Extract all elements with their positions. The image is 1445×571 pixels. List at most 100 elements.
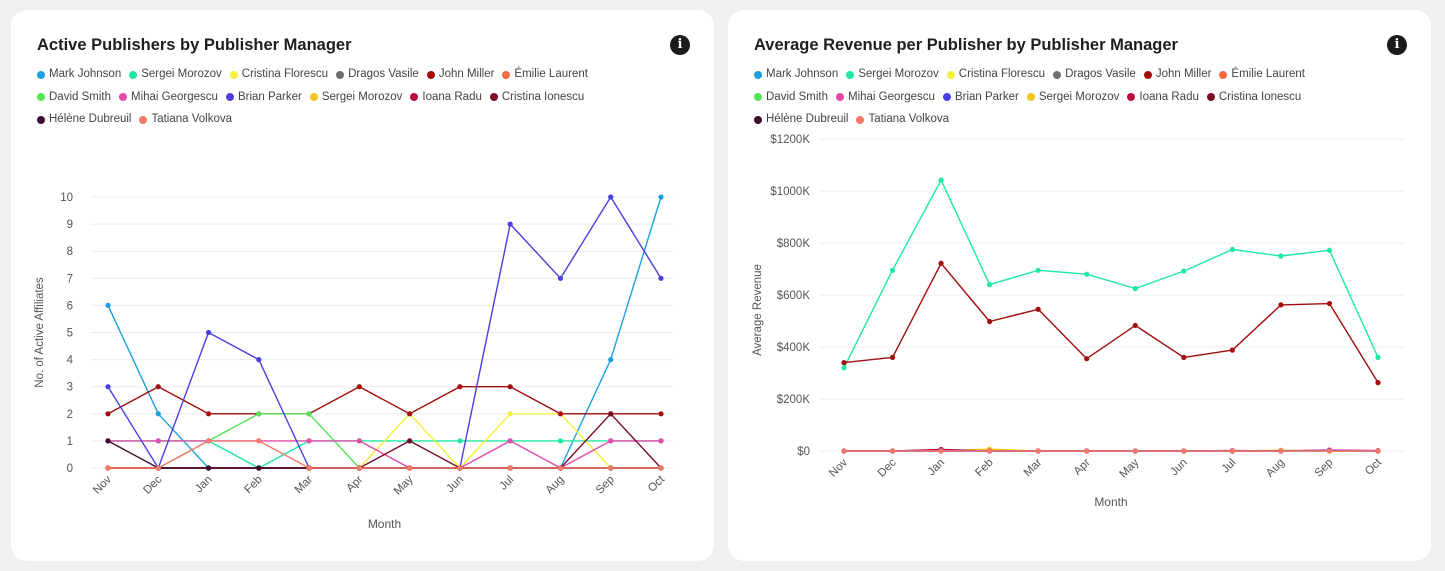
data-point-mihai-georgescu[interactable]: [507, 438, 513, 444]
data-point-john-miller[interactable]: [1132, 322, 1138, 329]
legend-item[interactable]: Hélène Dubreuil: [754, 112, 848, 128]
data-point-john-miller[interactable]: [1035, 306, 1041, 312]
data-point-helene-dubreuil[interactable]: [256, 465, 262, 471]
data-point-mark-johnson[interactable]: [105, 302, 111, 308]
data-point-mihai-georgescu[interactable]: [608, 438, 614, 444]
data-point-tatiana-volkova[interactable]: [1132, 448, 1138, 454]
legend-item[interactable]: Cristina Florescu: [946, 67, 1045, 83]
legend-item[interactable]: Cristina Florescu: [229, 67, 328, 83]
data-point-tatiana-volkova[interactable]: [1084, 448, 1090, 454]
data-point-sergei-morozov[interactable]: [1132, 285, 1138, 292]
data-point-tatiana-volkova[interactable]: [658, 465, 664, 471]
legend-item[interactable]: Dragos Vasile: [1053, 67, 1136, 83]
data-point-tatiana-volkova[interactable]: [557, 465, 564, 471]
data-point-john-miller[interactable]: [507, 384, 513, 390]
data-point-mihai-georgescu[interactable]: [155, 438, 161, 444]
legend-item[interactable]: Tatiana Volkova: [139, 112, 232, 128]
legend-item[interactable]: Cristina Ionescu: [1206, 90, 1301, 106]
data-point-john-miller[interactable]: [557, 411, 564, 417]
data-point-john-miller[interactable]: [356, 384, 362, 390]
legend-item[interactable]: Émilie Laurent: [1219, 67, 1305, 83]
data-point-john-miller[interactable]: [987, 318, 993, 325]
legend-item[interactable]: Brian Parker: [942, 90, 1019, 106]
data-point-helene-dubreuil[interactable]: [105, 438, 111, 444]
legend-item[interactable]: Mihai Georgescu: [836, 90, 935, 106]
data-point-tatiana-volkova[interactable]: [1326, 448, 1333, 454]
data-point-sergei-morozov[interactable]: [1229, 246, 1235, 253]
info-icon[interactable]: i: [670, 35, 690, 55]
legend-item[interactable]: John Miller: [426, 67, 494, 83]
legend-item[interactable]: Sergei Morozov: [129, 67, 222, 83]
data-point-tatiana-volkova[interactable]: [608, 465, 614, 471]
data-point-sergei-morozov[interactable]: [557, 438, 564, 444]
data-point-tatiana-volkova[interactable]: [889, 448, 896, 454]
legend-item[interactable]: Sergei Morozov: [846, 67, 939, 83]
legend-item[interactable]: Cristina Ionescu: [489, 90, 584, 106]
data-point-cristina-ionescu[interactable]: [407, 438, 413, 444]
data-point-tatiana-volkova[interactable]: [987, 448, 993, 454]
data-point-sergei-morozov[interactable]: [1278, 253, 1284, 259]
data-point-john-miller[interactable]: [1326, 300, 1333, 307]
data-point-john-miller[interactable]: [105, 411, 111, 417]
data-point-sergei-morozov[interactable]: [889, 267, 896, 273]
data-point-mark-johnson[interactable]: [155, 411, 161, 417]
legend-item[interactable]: Brian Parker: [225, 90, 302, 106]
legend-item[interactable]: Sergei Morozov: [1026, 90, 1119, 106]
series-line-tatiana-volkova[interactable]: [108, 440, 661, 469]
legend-item[interactable]: Mark Johnson: [37, 67, 121, 83]
data-point-sergei-morozov[interactable]: [938, 177, 944, 183]
data-point-sergei-morozov[interactable]: [1181, 268, 1187, 274]
legend-item[interactable]: Ioana Radu: [410, 90, 482, 106]
data-point-tatiana-volkova[interactable]: [1181, 448, 1187, 454]
data-point-tatiana-volkova[interactable]: [356, 465, 362, 471]
data-point-brian-parker[interactable]: [658, 275, 664, 281]
data-point-sergei-morozov[interactable]: [841, 365, 847, 371]
data-point-tatiana-volkova[interactable]: [457, 465, 463, 471]
data-point-john-miller[interactable]: [1375, 380, 1381, 386]
info-icon[interactable]: i: [1387, 35, 1407, 55]
legend-item[interactable]: Hélène Dubreuil: [37, 112, 131, 128]
data-point-tatiana-volkova[interactable]: [105, 465, 111, 471]
data-point-tatiana-volkova[interactable]: [841, 448, 847, 454]
data-point-john-miller[interactable]: [1278, 302, 1284, 308]
data-point-mark-johnson[interactable]: [658, 194, 664, 200]
data-point-sergei-morozov[interactable]: [1035, 267, 1041, 273]
legend-item[interactable]: Mihai Georgescu: [119, 90, 218, 106]
data-point-brian-parker[interactable]: [205, 329, 212, 336]
data-point-john-miller[interactable]: [407, 411, 413, 417]
data-point-brian-parker[interactable]: [105, 384, 111, 390]
data-point-tatiana-volkova[interactable]: [507, 465, 513, 471]
data-point-john-miller[interactable]: [1181, 354, 1187, 360]
data-point-mihai-georgescu[interactable]: [306, 438, 312, 444]
data-point-sergei-morozov[interactable]: [1326, 247, 1333, 253]
series-line-john-miller[interactable]: [843, 262, 1379, 383]
legend-item[interactable]: Émilie Laurent: [502, 67, 588, 83]
data-point-john-miller[interactable]: [658, 411, 664, 417]
data-point-john-miller[interactable]: [205, 411, 212, 417]
data-point-brian-parker[interactable]: [507, 221, 513, 227]
data-point-david-smith[interactable]: [306, 411, 312, 417]
data-point-helene-dubreuil[interactable]: [205, 465, 212, 471]
data-point-john-miller[interactable]: [938, 260, 944, 266]
data-point-john-miller[interactable]: [155, 384, 161, 390]
data-point-john-miller[interactable]: [1229, 347, 1235, 353]
data-point-brian-parker[interactable]: [608, 194, 614, 200]
data-point-tatiana-volkova[interactable]: [407, 465, 413, 471]
data-point-mark-johnson[interactable]: [608, 357, 614, 363]
data-point-tatiana-volkova[interactable]: [1035, 448, 1041, 454]
legend-item[interactable]: David Smith: [754, 90, 828, 106]
data-point-sergei-morozov[interactable]: [987, 282, 993, 288]
series-line-john-miller[interactable]: [107, 386, 661, 415]
data-point-john-miller[interactable]: [457, 384, 463, 390]
data-point-john-miller[interactable]: [841, 360, 847, 366]
data-point-tatiana-volkova[interactable]: [1229, 448, 1235, 454]
data-point-sergei-morozov[interactable]: [457, 438, 463, 444]
data-point-tatiana-volkova[interactable]: [205, 438, 212, 444]
data-point-john-miller[interactable]: [889, 354, 896, 360]
data-point-david-smith[interactable]: [256, 411, 262, 417]
data-point-sergei-morozov[interactable]: [1375, 354, 1381, 360]
data-point-cristina-florescu[interactable]: [507, 411, 513, 417]
data-point-john-miller[interactable]: [1084, 356, 1090, 362]
legend-item[interactable]: Ioana Radu: [1127, 90, 1199, 106]
series-line-sergei-morozov[interactable]: [843, 179, 1379, 369]
